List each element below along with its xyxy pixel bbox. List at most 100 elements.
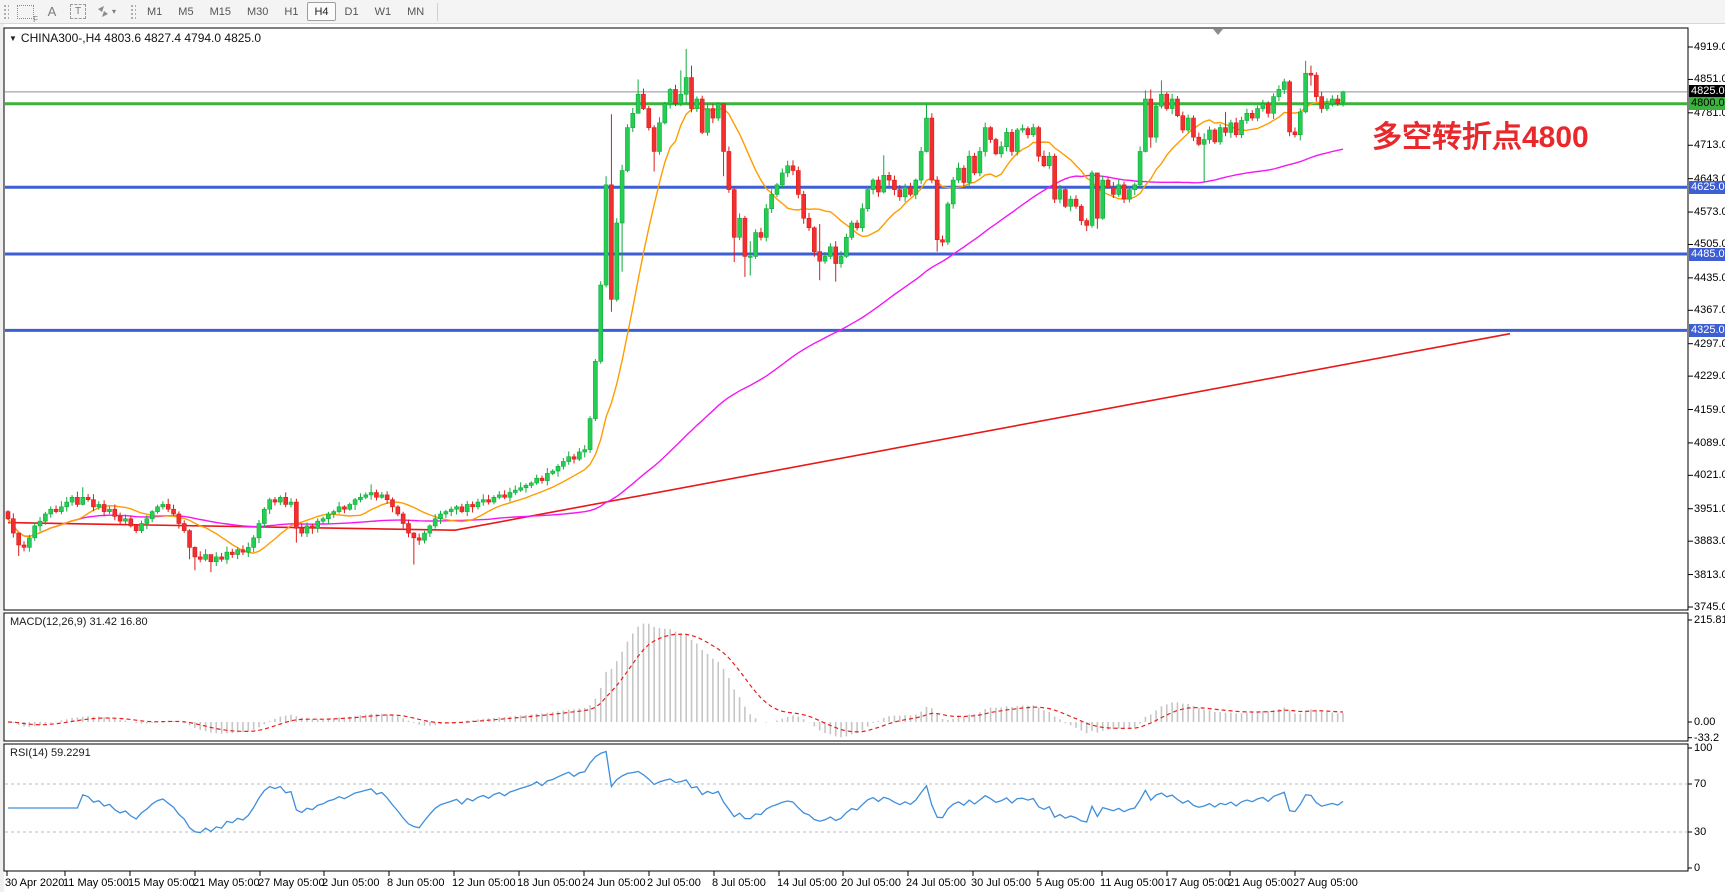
candle-body [171,508,176,515]
red-trendline[interactable] [7,332,1511,532]
candle-body [598,284,604,362]
candle-body [475,501,481,508]
candle-body [1004,132,1009,147]
macd-axis-tick: -33.2 [1694,731,1720,744]
macd-signal-line [7,633,1344,733]
candle-body [1330,98,1335,105]
candle-body [982,127,988,152]
level-price-badge-4800: 4800.0 [1689,97,1725,111]
timeframe-button-group: M1 M5 M15 M30 H1 H4 D1 W1 MN [139,2,432,21]
candle-body [753,232,758,257]
candle-body [726,151,732,190]
candle-body [1153,105,1159,138]
candle-body [667,89,673,105]
timeframe-button-m1[interactable]: M1 [140,2,169,21]
candle-body [1121,184,1127,200]
candle-body [678,93,684,105]
candle-body [416,537,422,541]
price-axis-tick: 4505.0 [1694,238,1725,251]
price-axis-tick: 4159.0 [1694,403,1725,416]
candle-body [133,525,139,531]
candle-body [342,506,347,510]
candle-body [641,93,646,109]
candle-body [1137,151,1143,186]
price-axis-tick: 4297.0 [1694,337,1725,350]
timeframe-button-m30[interactable]: M30 [240,2,275,21]
candle-body [1201,139,1207,145]
arrow-objects-button[interactable]: ▾ [92,2,120,22]
chart-text-annotation[interactable]: 多空转折点4800 [1372,121,1589,154]
candle-body [998,146,1004,155]
time-axis-label: 30 Jul 05:00 [971,877,1031,889]
rsi-line [8,750,1344,834]
candle-body [1052,155,1057,200]
candle-body [790,165,796,171]
candle-body [699,98,705,133]
timeframe-button-m15[interactable]: M15 [203,2,238,21]
candle-body [1324,103,1330,109]
candle-body [326,513,331,520]
candle-body [1228,122,1234,133]
time-axis-label: 21 Aug 05:00 [1228,877,1293,889]
timeframe-button-mn[interactable]: MN [400,2,431,21]
text-box-tool-button[interactable]: T [66,2,90,22]
time-axis-label: 17 Aug 05:00 [1165,877,1230,889]
candle-body [523,485,529,489]
text-label-tool-button[interactable]: A [40,2,64,22]
candle-body [246,547,251,553]
price-axis-tick: 3883.0 [1694,535,1725,548]
candle-body [630,113,636,128]
candle-body [1095,172,1100,219]
candle-body [689,77,694,109]
candle-body [1239,120,1244,136]
template-tool-button[interactable]: F [13,2,38,24]
candle-body [192,547,198,558]
candle-body [213,556,219,562]
candle-body [283,496,288,505]
candle-body [625,127,630,171]
time-axis-label: 24 Jun 05:00 [582,877,646,889]
candle-body [1303,72,1308,113]
candle-body [705,108,710,133]
timeframe-button-w1[interactable]: W1 [368,2,399,21]
candle-body [459,506,465,512]
candle-body [1207,129,1212,140]
candle-body [267,499,272,510]
candle-body [352,499,358,505]
candle-body [203,554,208,560]
candle-body [470,504,475,508]
rsi-indicator-label: RSI(14) 59.2291 [10,747,91,759]
timeframe-button-m5[interactable]: M5 [171,2,200,21]
timeframe-button-d1[interactable]: D1 [338,2,366,21]
candle-body [913,179,919,195]
candle-body [256,523,262,539]
candle-body [139,523,144,531]
candle-body [11,518,16,534]
candle-body [181,523,187,531]
candle-body [1116,184,1122,195]
chart-shift-marker[interactable] [1213,29,1223,35]
level-price-badge-4325: 4325.0 [1689,323,1725,337]
time-axis-label: 15 May 05:00 [128,877,195,889]
candle-body [272,499,278,503]
toolbar-grip[interactable] [2,2,9,21]
candle-body [918,151,924,181]
timeframe-button-h1[interactable]: H1 [277,2,305,21]
candle-body [1185,117,1191,131]
candle-body [1127,189,1132,200]
candle-body [651,127,657,152]
candle-body [464,504,470,512]
candle-body [310,525,315,529]
candle-body [1196,136,1202,145]
timeframe-button-h4[interactable]: H4 [307,2,336,21]
rsi-axis-tick: 30 [1694,826,1707,838]
rsi-axis-tick: 0 [1694,862,1701,874]
candle-body [1244,113,1250,121]
candle-body [176,513,182,524]
candle-body [117,516,123,522]
time-axis-label: 5 Aug 05:00 [1036,877,1095,889]
timeframe-toolbar-grip[interactable] [129,2,137,21]
ma-medium-line [7,148,1344,538]
candle-body [849,222,855,238]
